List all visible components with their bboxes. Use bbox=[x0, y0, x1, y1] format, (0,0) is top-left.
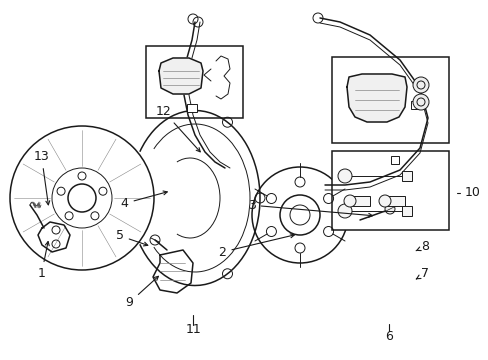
Circle shape bbox=[412, 94, 428, 110]
Bar bbox=[401, 171, 411, 181]
Circle shape bbox=[343, 195, 355, 207]
Text: 6: 6 bbox=[384, 330, 392, 343]
Bar bbox=[331, 151, 448, 230]
Bar bbox=[183, 74, 193, 82]
Bar bbox=[386, 196, 404, 206]
Bar bbox=[390, 156, 398, 164]
Bar bbox=[146, 46, 243, 118]
Text: 7: 7 bbox=[415, 267, 428, 280]
Circle shape bbox=[10, 126, 154, 270]
Text: 9: 9 bbox=[125, 276, 158, 309]
Circle shape bbox=[378, 195, 390, 207]
Bar bbox=[401, 206, 411, 216]
Text: 4: 4 bbox=[121, 191, 167, 210]
Polygon shape bbox=[159, 58, 203, 94]
Text: 8: 8 bbox=[415, 240, 428, 253]
Bar bbox=[351, 196, 369, 206]
Text: 3: 3 bbox=[247, 199, 372, 217]
Bar bbox=[331, 57, 448, 143]
Text: 13: 13 bbox=[34, 150, 50, 205]
Polygon shape bbox=[346, 74, 406, 122]
Circle shape bbox=[251, 167, 347, 263]
Circle shape bbox=[412, 77, 428, 93]
Text: 10: 10 bbox=[464, 186, 479, 199]
Circle shape bbox=[337, 204, 351, 218]
Text: 2: 2 bbox=[218, 234, 294, 258]
Circle shape bbox=[384, 204, 394, 214]
Text: 12: 12 bbox=[156, 105, 200, 152]
Text: 5: 5 bbox=[116, 229, 147, 246]
Text: 1: 1 bbox=[38, 242, 49, 280]
Bar bbox=[186, 104, 197, 112]
Text: 11: 11 bbox=[185, 323, 201, 336]
Circle shape bbox=[337, 169, 351, 183]
Bar bbox=[410, 101, 418, 109]
